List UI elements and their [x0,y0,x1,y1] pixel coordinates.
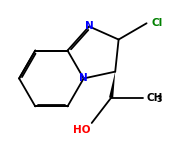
Text: Cl: Cl [151,18,163,28]
Text: N: N [85,21,93,31]
Text: 3: 3 [156,95,161,104]
Text: HO: HO [73,125,90,135]
Text: CH: CH [147,93,163,103]
Polygon shape [109,72,115,98]
Text: N: N [79,73,88,84]
